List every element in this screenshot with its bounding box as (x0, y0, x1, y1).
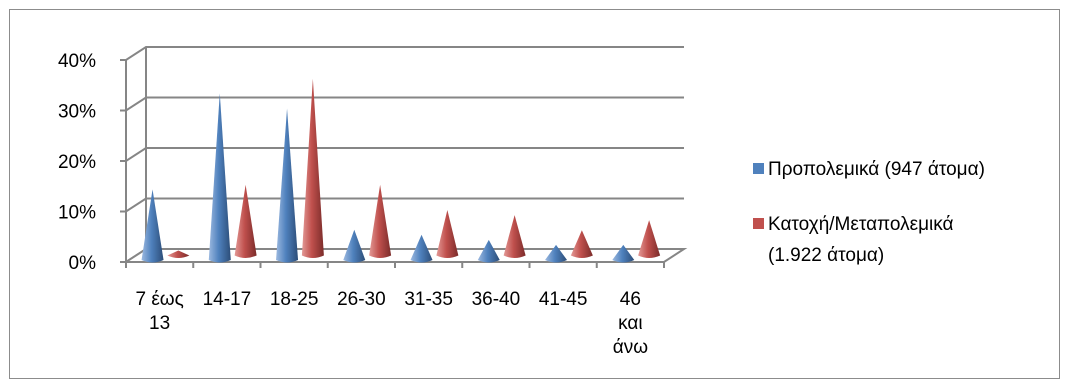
legend-label: Κατοχή/Μεταπολεμικά (768, 214, 954, 235)
x-tick-label: άνω (613, 337, 648, 358)
x-tick-label: 18-25 (270, 289, 319, 310)
cone-0-6 (545, 244, 568, 263)
legend-label: (1.922 άτομα) (768, 245, 884, 266)
cone-0-2 (276, 108, 299, 263)
x-tick-label: 36-40 (472, 289, 521, 310)
x-tick-label: 41-45 (539, 289, 588, 310)
cone-body (369, 184, 392, 258)
legend: Προπολεμικά (947 άτομα) Κατοχή/Μεταπολεμι… (753, 159, 985, 266)
cone-body (436, 210, 459, 258)
cone-body (301, 78, 324, 258)
x-tick-label: 31-35 (404, 289, 453, 310)
cone-0-1 (208, 93, 231, 263)
cone-body (410, 234, 433, 263)
cone-body (545, 244, 568, 263)
x-tick-label: 26-30 (337, 289, 386, 310)
x-tick-label: και (618, 313, 642, 334)
cone-0-0 (141, 189, 164, 263)
cone-body (477, 239, 500, 263)
x-tick-label: 14-17 (203, 289, 252, 310)
legend-swatch (753, 163, 764, 174)
x-tick-label: 7 έως (135, 289, 183, 310)
cone-body (276, 108, 299, 263)
cone-body (167, 250, 190, 258)
cone-1-3 (369, 184, 392, 258)
cone-1-0 (167, 250, 190, 258)
cone-1-6 (570, 230, 593, 258)
gridlines (125, 46, 684, 263)
cone-1-5 (503, 215, 526, 258)
y-tick-label: 0% (69, 253, 97, 274)
gridline (125, 96, 684, 112)
chart-frame (9, 9, 1060, 379)
cone-body (503, 215, 526, 258)
gridline (125, 46, 684, 61)
cone-1-2 (301, 78, 324, 258)
cones (141, 78, 661, 263)
cone-body (234, 184, 257, 258)
legend-swatch (753, 218, 764, 229)
cone-body (141, 189, 164, 263)
x-tick-label: 46 (620, 289, 641, 310)
legend-label: Προπολεμικά (947 άτομα) (768, 159, 985, 180)
cone-0-4 (410, 234, 433, 263)
x-axis: 7 έως 13 14-17 18-25 26-30 31-35 36-40 41-45 46 κ… (125, 262, 665, 358)
y-tick-label: 20% (58, 152, 96, 173)
cone-1-7 (638, 220, 661, 258)
cone-1-1 (234, 184, 257, 258)
cone-0-5 (477, 239, 500, 263)
x-tick-label: 13 (149, 313, 170, 334)
y-tick-label: 40% (58, 51, 96, 72)
cone-1-4 (436, 210, 459, 258)
cone-0-3 (343, 229, 366, 263)
cone-body (612, 244, 635, 263)
cone-body (638, 220, 661, 258)
cone-0-7 (612, 244, 635, 263)
cone-body (208, 93, 231, 263)
y-axis: 0% 10% 20% 30% 40% (58, 51, 126, 274)
gridline (125, 197, 684, 213)
cone-body (570, 230, 593, 258)
y-tick-label: 10% (58, 203, 96, 224)
y-tick-label: 30% (58, 102, 96, 123)
gridline (125, 147, 684, 162)
cone-body (343, 229, 366, 263)
